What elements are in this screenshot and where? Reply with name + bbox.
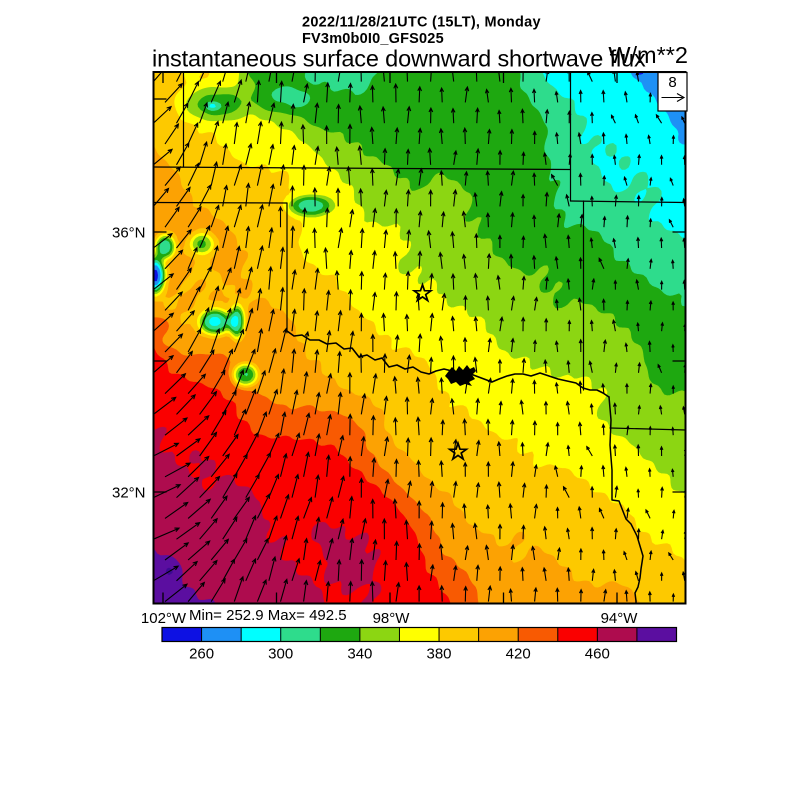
svg-text:W/m**2: W/m**2 bbox=[608, 42, 688, 68]
svg-text:2022/11/28/21UTC (15LT), Monda: 2022/11/28/21UTC (15LT), Monday bbox=[302, 15, 541, 31]
svg-text:FV3m0b0I0_GFS025: FV3m0b0I0_GFS025 bbox=[302, 31, 444, 47]
svg-text:8: 8 bbox=[668, 74, 676, 91]
svg-text:340: 340 bbox=[347, 646, 372, 663]
svg-text:98°W: 98°W bbox=[373, 610, 411, 627]
svg-text:380: 380 bbox=[426, 646, 451, 663]
svg-text:300: 300 bbox=[268, 646, 293, 663]
svg-text:instantaneous surface downward: instantaneous surface downward shortwave… bbox=[152, 46, 646, 72]
svg-text:36°N: 36°N bbox=[112, 225, 146, 242]
svg-text:460: 460 bbox=[585, 646, 610, 663]
svg-text:Min= 252.9 Max= 492.5: Min= 252.9 Max= 492.5 bbox=[189, 607, 347, 624]
svg-text:32°N: 32°N bbox=[112, 485, 146, 502]
svg-text:94°W: 94°W bbox=[601, 610, 639, 627]
svg-text:102°W: 102°W bbox=[141, 610, 187, 627]
svg-text:260: 260 bbox=[189, 646, 214, 663]
svg-text:420: 420 bbox=[506, 646, 531, 663]
